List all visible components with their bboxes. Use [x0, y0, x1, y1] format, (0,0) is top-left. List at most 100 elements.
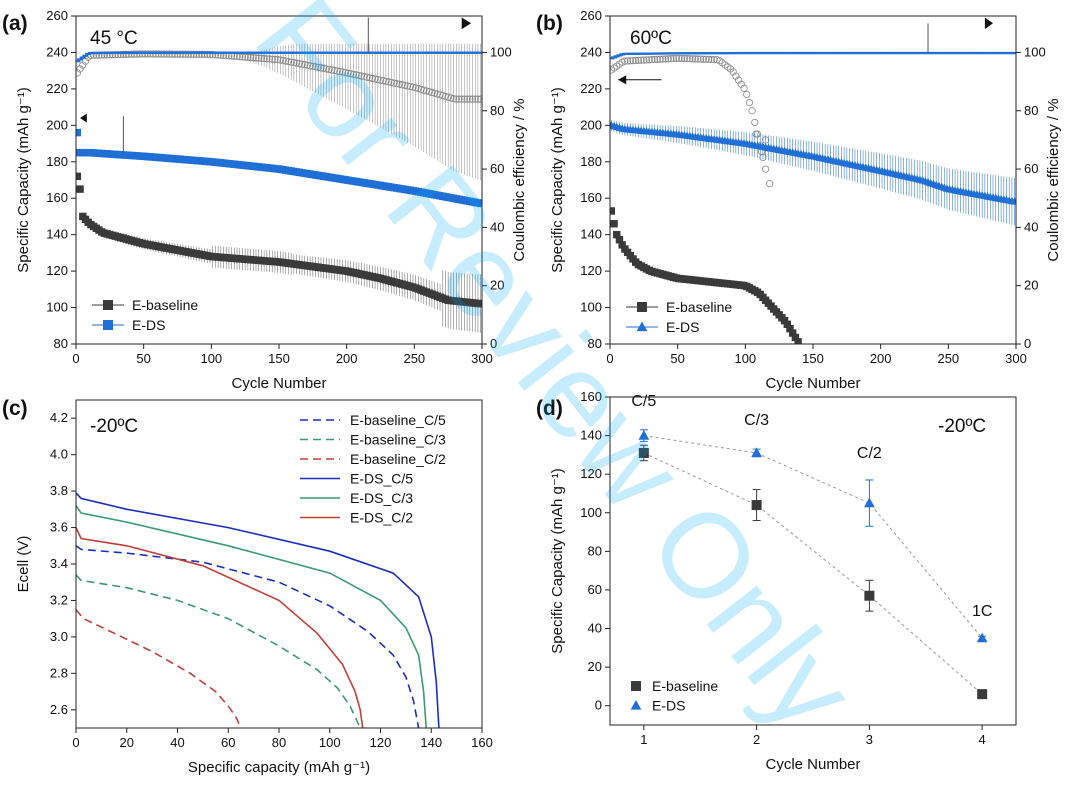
y-tick-label: 120	[580, 263, 602, 278]
series-line-E-DS_C/2	[76, 527, 364, 728]
ce-point-E-baseline	[385, 78, 393, 86]
ce-point-E-baseline	[144, 50, 152, 58]
ce-point-E-baseline	[688, 55, 697, 63]
y-tick-label: 80	[588, 336, 602, 351]
panel-2: 0 20 40 60 80 100 120 140 160 2.6 2.8 3.0 3.2 3.4 3.6 3…	[2, 397, 493, 776]
x-tick-label: 250	[403, 351, 425, 366]
ce-point-E-baseline	[198, 50, 206, 59]
plot-area	[76, 492, 440, 728]
ce-point-E-baseline	[265, 55, 274, 63]
ce-point-E-baseline	[458, 95, 466, 103]
ce-point-E-baseline	[200, 50, 209, 59]
ce-point-E-baseline	[422, 87, 431, 95]
ce-point-E-baseline	[672, 54, 680, 62]
ce-point-E-baseline	[349, 70, 358, 78]
y-tick-label: 180	[46, 154, 68, 169]
ce-point-E-baseline	[640, 56, 648, 64]
ce-point-E-baseline	[138, 50, 146, 58]
ce-point-E-baseline	[376, 76, 385, 84]
ce-point-E-baseline	[683, 55, 691, 63]
ce-point-E-baseline	[330, 66, 339, 75]
legend-label: E-DS_C/3	[350, 490, 413, 506]
legend-label: E-baseline_C/5	[350, 412, 446, 428]
y2-tick-label: 20	[1024, 278, 1038, 293]
y-tick-label: 120	[580, 466, 602, 481]
ce-point-E-baseline	[122, 50, 130, 58]
y2-tick-label: 60	[490, 161, 504, 176]
ce-point-E-baseline	[414, 84, 422, 93]
x-tick-label: 2	[753, 732, 760, 747]
legend-label: E-baseline	[132, 297, 198, 313]
panel-letter: (b)	[536, 12, 563, 35]
y-tick-label: 20	[588, 659, 602, 674]
ce-point-E-baseline	[431, 89, 439, 97]
ce-point-E-baseline	[347, 70, 355, 78]
axis-arrow-left	[618, 75, 627, 85]
ce-point-E-baseline	[309, 62, 317, 70]
ce-point-E-baseline	[455, 95, 463, 103]
ce-point-E-baseline	[648, 56, 656, 64]
ce-point-E-baseline	[444, 93, 452, 101]
ce-point-E-baseline	[98, 51, 106, 59]
legend-marker	[103, 300, 113, 310]
y-tick-label: 240	[46, 44, 68, 59]
x-tick-label: 100	[200, 351, 222, 366]
ce-point-E-baseline	[195, 50, 203, 58]
ce-point-E-baseline	[336, 67, 344, 76]
y-tick-label: 100	[46, 300, 68, 315]
x-tick-label: 120	[370, 735, 392, 750]
ce-point-E-baseline	[125, 50, 133, 58]
ce-point-E-baseline	[257, 54, 266, 62]
series-line-E-DS_C/3	[76, 505, 427, 728]
ce-point-E-baseline	[160, 50, 168, 58]
ce-point-E-baseline	[363, 73, 371, 81]
y2-tick-label: 100	[1024, 44, 1046, 59]
point-label: C/3	[744, 412, 769, 429]
ce-point-E-baseline	[276, 56, 284, 64]
ce-point-E-baseline	[274, 56, 282, 64]
ce-point-E-baseline	[656, 55, 664, 63]
temperature-label: -20ºC	[938, 416, 986, 437]
ce-point-E-baseline	[260, 54, 268, 63]
y-tick-label: 140	[580, 428, 602, 443]
x-tick-label: 3	[866, 732, 873, 747]
y-axis-label: Specific Capacity (mAh g⁻¹)	[15, 87, 32, 272]
capacity-point-E-DS	[476, 199, 482, 208]
axis-arrow-right	[984, 17, 993, 30]
y-tick-label: 160	[580, 190, 602, 205]
legend-label: E-baseline	[666, 299, 732, 315]
ce-point-E-baseline	[106, 51, 114, 59]
x-tick-label: 100	[319, 735, 341, 750]
y-tick-label: 140	[46, 227, 68, 242]
ce-point-E-baseline	[154, 50, 163, 58]
ce-point-E-baseline	[176, 50, 184, 58]
ce-point-E-baseline	[398, 81, 406, 89]
ce-point-E-baseline	[645, 56, 653, 64]
series-line-E-baseline_C/3	[76, 574, 361, 728]
ce-point-E-baseline	[409, 83, 417, 91]
capacity-point-E-baseline	[76, 172, 82, 181]
ce-point-E-baseline	[732, 72, 740, 80]
ce-point-E-baseline	[452, 95, 460, 103]
x-tick-label: 20	[120, 735, 134, 750]
ce-point-E-baseline	[111, 51, 119, 59]
ce-point-E-baseline	[203, 50, 211, 59]
y-tick-label: 120	[46, 263, 68, 278]
ce-point-E-baseline	[395, 80, 404, 88]
series-line-E-DS	[643, 435, 983, 639]
ce-point-E-baseline	[477, 95, 482, 103]
temperature-label: 45 °C	[90, 28, 138, 49]
y-tick-label: 200	[46, 117, 68, 132]
legend-marker	[637, 302, 647, 312]
legend-label: E-DS	[132, 317, 165, 333]
y2-axis-label: Coulombic efficiency / %	[1045, 98, 1062, 261]
ce-point-E-baseline	[436, 91, 444, 99]
y-tick-label: 200	[580, 117, 602, 132]
x-tick-label: 200	[870, 351, 892, 366]
y-tick-label: 40	[588, 621, 602, 636]
ce-point-E-baseline	[311, 63, 320, 71]
series-line-E-baseline_C/5	[76, 545, 420, 728]
ce-point-E-baseline	[263, 55, 271, 63]
ce-point-E-baseline	[734, 76, 743, 84]
x-tick-label: 40	[170, 735, 184, 750]
